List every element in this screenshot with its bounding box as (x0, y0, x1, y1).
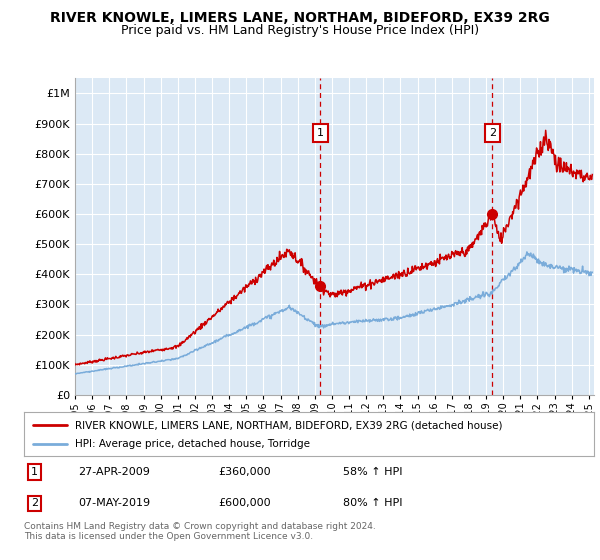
Text: 58% ↑ HPI: 58% ↑ HPI (343, 467, 403, 477)
Text: HPI: Average price, detached house, Torridge: HPI: Average price, detached house, Torr… (76, 439, 310, 449)
Text: RIVER KNOWLE, LIMERS LANE, NORTHAM, BIDEFORD, EX39 2RG (detached house): RIVER KNOWLE, LIMERS LANE, NORTHAM, BIDE… (76, 420, 503, 430)
Text: Price paid vs. HM Land Registry's House Price Index (HPI): Price paid vs. HM Land Registry's House … (121, 24, 479, 36)
Text: Contains HM Land Registry data © Crown copyright and database right 2024.: Contains HM Land Registry data © Crown c… (24, 522, 376, 531)
Text: 2: 2 (31, 498, 38, 508)
Text: This data is licensed under the Open Government Licence v3.0.: This data is licensed under the Open Gov… (24, 532, 313, 541)
Text: £360,000: £360,000 (218, 467, 271, 477)
Text: 1: 1 (317, 128, 324, 138)
Text: 2: 2 (489, 128, 496, 138)
Text: £600,000: £600,000 (218, 498, 271, 508)
Text: RIVER KNOWLE, LIMERS LANE, NORTHAM, BIDEFORD, EX39 2RG: RIVER KNOWLE, LIMERS LANE, NORTHAM, BIDE… (50, 11, 550, 25)
Text: 1: 1 (31, 467, 38, 477)
Text: 80% ↑ HPI: 80% ↑ HPI (343, 498, 403, 508)
Text: 27-APR-2009: 27-APR-2009 (78, 467, 150, 477)
Text: 07-MAY-2019: 07-MAY-2019 (78, 498, 150, 508)
